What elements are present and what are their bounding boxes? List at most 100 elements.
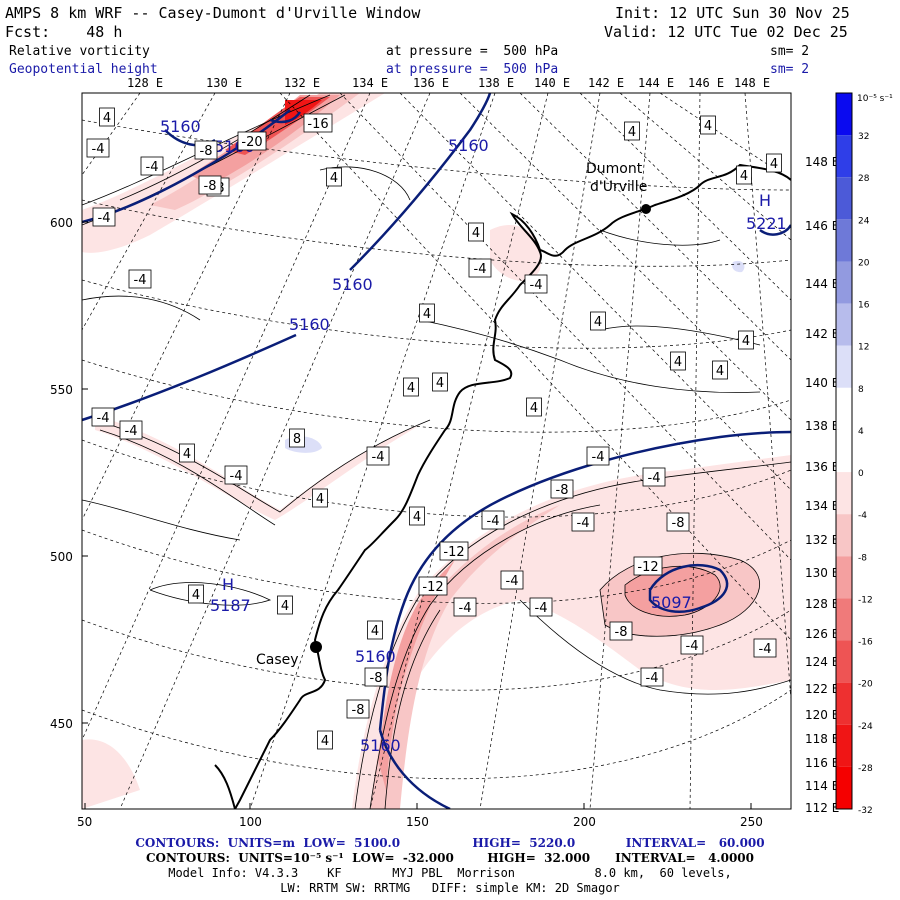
vorticity-label-box — [753, 638, 777, 658]
colorbar-tick-label: -20 — [858, 680, 873, 690]
vorticity-label-box — [670, 351, 686, 371]
vorticity-label: 4 — [472, 226, 480, 241]
footer-height-prefix: CONTOURS: UNITS=m LOW= 5100.0 — [135, 836, 401, 850]
graticule — [82, 93, 791, 809]
lon-label: 138 E — [805, 419, 839, 433]
vorticity-label: -8 — [556, 483, 569, 498]
colorbar-tick-label: 16 — [858, 301, 870, 311]
lon-label: 130 E — [206, 76, 243, 90]
footer-height-high: HIGH= 5220.0 — [472, 836, 576, 850]
vorticity-label-box — [666, 512, 690, 532]
right-longitude-labels: 148 E 146 E 144 E 142 E 140 E 138 E 136 … — [805, 155, 839, 815]
vorticity-label-box — [642, 467, 666, 487]
grid-x-label: 250 — [740, 815, 763, 829]
top-longitude-labels: 128 E 130 E 132 E 134 E 136 E 138 E 140 … — [0, 76, 900, 92]
vorticity-label: 4 — [316, 492, 324, 507]
vorticity-label-box — [366, 446, 390, 466]
valid-time: Valid: 12 UTC Tue 02 Dec 25 — [604, 23, 848, 41]
plot-title: AMPS 8 km WRF -- Casey-Dumont d'Urville … — [5, 4, 421, 22]
colorbar-swatch — [836, 135, 852, 178]
height-labels: 5160 5160 5160 5160 5160 H 5187 H 5221 5… — [160, 117, 787, 755]
vorticity-label-box — [303, 113, 333, 133]
vorticity-label: 4 — [530, 401, 538, 416]
lon-label: 132 E — [284, 76, 321, 90]
vorticity-label: -4 — [474, 262, 487, 277]
vorticity-label: -4 — [592, 450, 605, 465]
vorticity-label: -4 — [97, 411, 110, 426]
vorticity-label-box — [419, 303, 435, 323]
vorticity-label-box — [586, 446, 610, 466]
vorticity-label-box — [640, 667, 664, 687]
vorticity-label-box — [179, 443, 195, 463]
vorticity-label: 4 — [770, 157, 778, 172]
colorbar-swatch — [836, 387, 852, 430]
vorticity-label: 4 — [594, 315, 602, 330]
vorticity-label: -4 — [372, 450, 385, 465]
vorticity-label: 4 — [413, 510, 421, 525]
dumont-label-line2: d'Urville — [590, 179, 647, 195]
colorbar-tick-label: 20 — [858, 258, 870, 268]
vorticity-label-box — [453, 597, 477, 617]
vorticity-label: -12 — [443, 545, 464, 560]
vorticity-label-box — [432, 372, 448, 392]
height-label: 5097 — [651, 593, 692, 612]
vorticity-label: -4 — [98, 211, 111, 226]
colorbar-tick-label: 4 — [858, 427, 864, 437]
colorbar-swatch — [836, 177, 852, 220]
footer-physics: LW: RRTM SW: RRTMG DIFF: simple KM: 2D S… — [280, 881, 620, 895]
vorticity-labels: 4 -4 -4 -8 -8 -20 -16 -8 -4 -4 -4 4 4 4 -4 -4 4 4 4 4 4 4 4 4 4 4… — [86, 107, 782, 750]
vorticity-label-box — [712, 360, 728, 380]
colorbar-swatch — [836, 472, 852, 515]
left-axis — [82, 221, 88, 724]
colorbar-swatch — [836, 345, 852, 388]
colorbar-tick-label: -32 — [858, 806, 873, 816]
vorticity-label-box — [439, 541, 469, 561]
grid-y-label: 600 — [50, 216, 73, 230]
vorticity-label-box — [700, 115, 716, 135]
vorticity-label: 4 — [423, 307, 431, 322]
vorticity-label-box — [590, 311, 606, 331]
vorticity-label-box — [367, 620, 383, 640]
colorbar-tick-label: -4 — [858, 511, 867, 521]
lon-label: 128 E — [127, 76, 164, 90]
lon-label: 112 E — [805, 801, 839, 815]
footer-vorticity-contours: CONTOURS: UNITS=10⁻⁵ s⁻¹ LOW= -32.000 HI… — [146, 851, 754, 865]
colorbar-swatch — [836, 303, 852, 346]
grid-y-label: 550 — [50, 383, 73, 397]
field1-level: at pressure = 500 hPa — [386, 44, 559, 59]
colorbar-unit: 10⁻⁵ s⁻¹ — [857, 94, 893, 104]
colorbar-tick-label: -24 — [858, 722, 873, 732]
vorticity-label: 4 — [281, 599, 289, 614]
footer-model-info: Model Info: V4.3.3 KF MYJ PBL Morrison 8… — [168, 866, 732, 880]
lon-label: 146 E — [805, 219, 839, 233]
vorticity-label-box — [289, 428, 305, 448]
height-label: 5160 — [355, 647, 396, 666]
field2-level: at pressure = 500 hPa — [386, 62, 559, 77]
colorbar-swatch — [836, 556, 852, 599]
vorticity-label: -4 — [506, 574, 519, 589]
vorticity-label-box — [571, 512, 595, 532]
height-label: 5160 — [160, 117, 201, 136]
grid-y-label: 450 — [50, 717, 73, 731]
casey-station-marker — [310, 641, 322, 653]
grid-x-label: 150 — [406, 815, 429, 829]
vorticity-label: 4 — [407, 381, 415, 396]
lon-label: 142 E — [588, 76, 625, 90]
grid-y-label: 500 — [50, 550, 73, 564]
lon-label: 148 E — [805, 155, 839, 169]
colorbar-tick-label: 24 — [858, 216, 870, 226]
vorticity-label: 4 — [371, 624, 379, 639]
field1-name: Relative vorticity — [9, 44, 150, 59]
vorticity-label: -4 — [646, 671, 659, 686]
vorticity-label-box — [198, 175, 222, 195]
grid-x-label: 100 — [239, 815, 262, 829]
vorticity-label: -4 — [146, 160, 159, 175]
colorbar-swatch — [836, 598, 852, 641]
vorticity-label-box — [364, 667, 388, 687]
lon-label: 134 E — [805, 499, 839, 513]
vorticity-label: 4 — [742, 334, 750, 349]
vorticity-label-box — [529, 597, 553, 617]
colorbar-swatch — [836, 766, 852, 809]
dumont-durville-station-marker — [641, 204, 651, 214]
bottom-axis — [84, 803, 752, 809]
